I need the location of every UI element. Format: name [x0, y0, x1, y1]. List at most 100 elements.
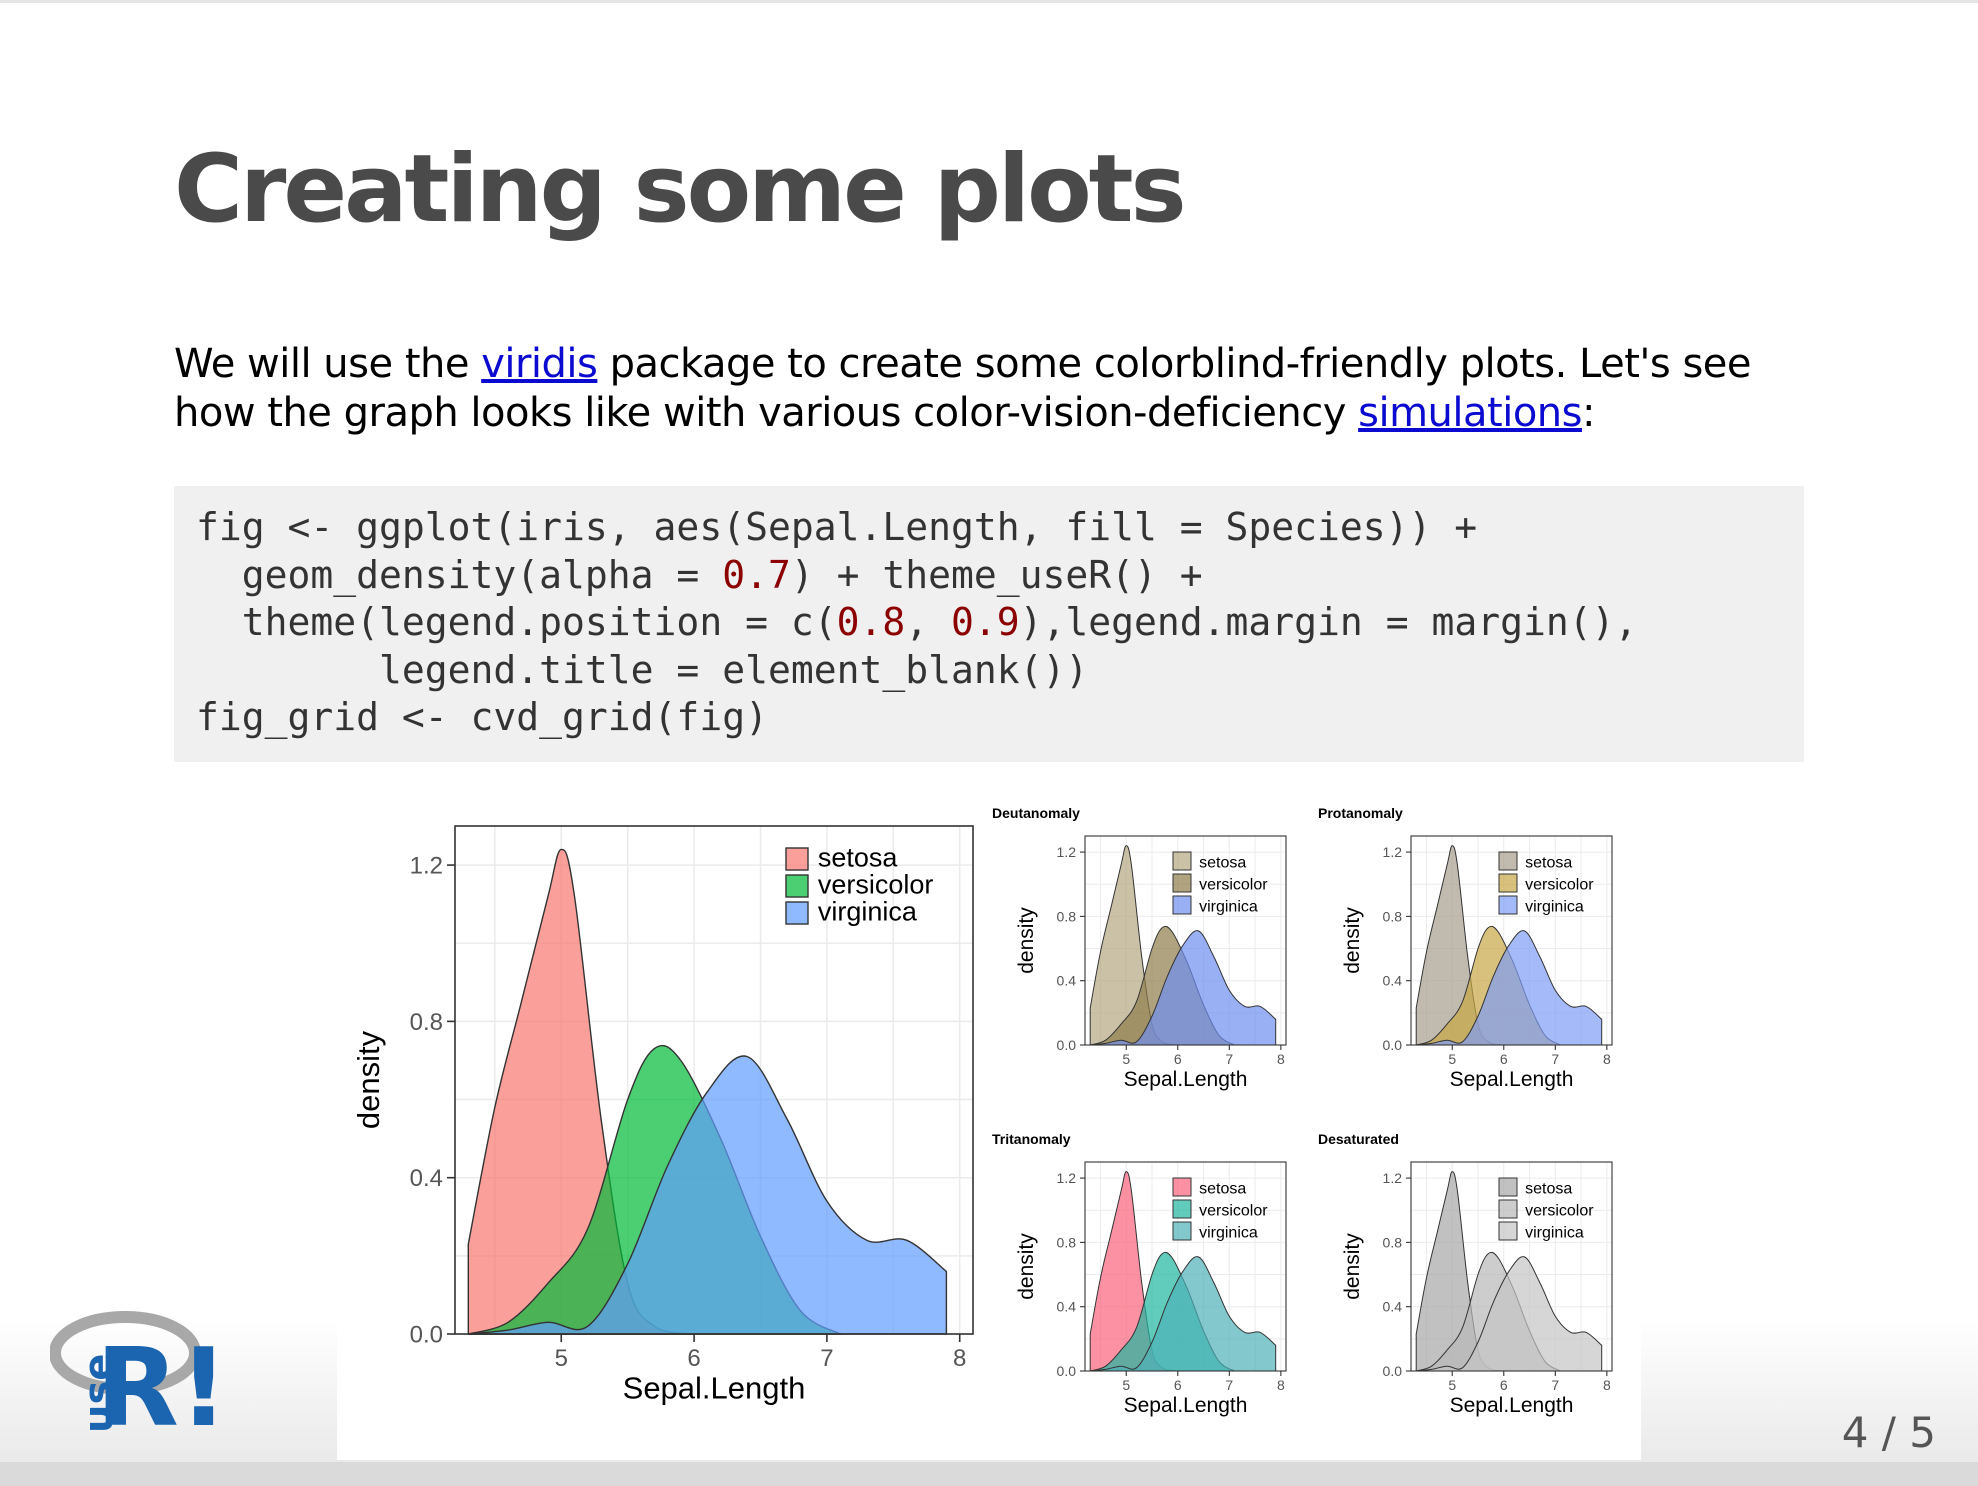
y-tick-label: 0.4 — [1383, 973, 1403, 989]
user-logo: R! use — [49, 1305, 230, 1451]
plot-border — [1084, 835, 1287, 1046]
legend-label: versicolor — [1525, 1202, 1594, 1219]
panel-title: Protanomaly — [1318, 805, 1403, 821]
y-axis-label: density — [1015, 1233, 1038, 1300]
legend-label: virginica — [1525, 898, 1584, 915]
legend-label: virginica — [1199, 1224, 1258, 1241]
y-axis-label: density — [1015, 907, 1038, 974]
x-tick-label: 8 — [1603, 1051, 1611, 1067]
legend-key — [1172, 1177, 1192, 1197]
plot-border — [1410, 1161, 1613, 1372]
density-area-virginica — [1416, 930, 1603, 1046]
y-tick-label: 0.8 — [1383, 1234, 1403, 1250]
code-number: 0.8 — [836, 600, 906, 644]
x-tick-label: 7 — [1225, 1051, 1233, 1067]
panel-title: Tritanomaly — [992, 1131, 1071, 1147]
cvd-chart-desaturated: 0.0 0.4 0.8 1.2 5 6 7 8 Sepal.Length density Desat… — [1318, 1131, 1613, 1417]
x-tick-label: 8 — [953, 1345, 966, 1372]
legend-key — [1172, 895, 1192, 915]
x-axis-label: Sepal.Length — [1450, 1068, 1574, 1091]
legend-key — [1498, 1177, 1518, 1197]
panel-title: Deutanomaly — [992, 805, 1080, 821]
y-tick-label: 0.4 — [410, 1165, 443, 1192]
x-tick-label: 5 — [1448, 1377, 1456, 1393]
legend-key — [1172, 873, 1192, 893]
x-tick-label: 7 — [1551, 1377, 1559, 1393]
viridis-link[interactable]: viridis — [481, 341, 598, 387]
y-tick-label: 0.4 — [1383, 1299, 1403, 1315]
density-area-virginica — [1090, 1256, 1277, 1372]
code-block: fig <- ggplot(iris, aes(Sepal.Length, fi… — [174, 486, 1804, 762]
legend-key — [785, 847, 809, 871]
main-chart: 0.0 0.4 0.8 1.2 5 6 7 8 Sepal.Length density setos… — [351, 825, 974, 1406]
x-tick-label: 7 — [820, 1345, 833, 1372]
x-tick-label: 5 — [1122, 1051, 1130, 1067]
x-tick-label: 6 — [1174, 1051, 1182, 1067]
y-tick-label: 0.4 — [1057, 973, 1077, 989]
panel-title: Desaturated — [1318, 1131, 1399, 1147]
y-tick-label: 0.0 — [410, 1321, 443, 1348]
slide-title: Creating some plots — [174, 135, 1187, 244]
density-area-virginica — [468, 1055, 948, 1335]
x-tick-label: 8 — [1277, 1051, 1285, 1067]
code-number: 0.7 — [722, 552, 791, 597]
x-axis-label: Sepal.Length — [1124, 1394, 1248, 1417]
paragraph-text-1: We will use the — [174, 341, 482, 387]
svg-text:R!: R! — [96, 1326, 228, 1435]
code-line-4: legend.title = element_blank()) — [196, 647, 1089, 692]
x-tick-label: 8 — [1277, 1377, 1285, 1393]
legend-key — [1498, 1221, 1518, 1241]
y-axis-label: density — [351, 1030, 386, 1129]
user-logo-icon: R! use — [49, 1311, 228, 1451]
code-line-2a: geom_density(alpha = — [196, 552, 723, 597]
code-line-3sep: , — [905, 600, 951, 644]
y-tick-label: 0.0 — [1057, 1363, 1077, 1379]
code-line-5: fig_grid <- cvd_grid(fig) — [196, 695, 768, 739]
footer-bar — [0, 1462, 1978, 1486]
legend-key — [1172, 851, 1192, 871]
x-tick-label: 6 — [1500, 1051, 1508, 1067]
plot-border — [1410, 835, 1613, 1046]
y-tick-label: 0.8 — [1383, 908, 1403, 924]
y-tick-label: 0.0 — [1383, 1037, 1403, 1053]
legend-key — [1172, 1199, 1192, 1219]
plot-border — [454, 825, 974, 1335]
y-tick-label: 1.2 — [410, 852, 443, 879]
density-charts-svg: 0.0 0.4 0.8 1.2 5 6 7 8 Sepal.Length density setos… — [351, 805, 1613, 1417]
legend-label: setosa — [1199, 1180, 1246, 1197]
code-line-2b: ) + theme_useR() + — [790, 552, 1203, 597]
density-figure: 0.0 0.4 0.8 1.2 5 6 7 8 Sepal.Length density setos… — [337, 790, 1641, 1460]
x-tick-label: 7 — [1225, 1377, 1233, 1393]
legend-key — [785, 901, 809, 925]
y-tick-label: 0.0 — [1057, 1037, 1077, 1053]
legend-label: virginica — [1525, 1224, 1584, 1241]
paragraph-text-3: : — [1581, 390, 1595, 436]
legend-key — [1498, 895, 1518, 915]
density-area-virginica — [1416, 1256, 1603, 1372]
x-tick-label: 7 — [1551, 1051, 1559, 1067]
y-tick-label: 1.2 — [1057, 1170, 1077, 1186]
x-tick-label: 5 — [555, 1345, 568, 1372]
x-axis-label: Sepal.Length — [623, 1371, 806, 1406]
legend-label: versicolor — [818, 870, 934, 900]
legend-key — [1498, 873, 1518, 893]
y-tick-label: 0.8 — [1057, 908, 1077, 924]
legend-label: setosa — [1525, 1180, 1572, 1197]
cvd-chart-protanomaly: 0.0 0.4 0.8 1.2 5 6 7 8 Sepal.Length density Prota… — [1318, 805, 1613, 1091]
legend-label: setosa — [1525, 854, 1572, 871]
x-axis-label: Sepal.Length — [1124, 1068, 1248, 1091]
code-line-3b: ),legend.margin = margin(), — [1019, 600, 1638, 644]
x-tick-label: 6 — [1500, 1377, 1508, 1393]
cvd-chart-deutanomaly: 0.0 0.4 0.8 1.2 5 6 7 8 Sepal.Length density Deuta… — [992, 805, 1287, 1091]
simulations-link[interactable]: simulations — [1358, 390, 1582, 436]
legend-label: versicolor — [1199, 1202, 1268, 1219]
code-number: 0.9 — [951, 600, 1020, 644]
page-number: 4 / 5 — [1841, 1408, 1936, 1457]
y-tick-label: 1.2 — [1383, 1170, 1403, 1186]
y-tick-label: 1.2 — [1057, 844, 1077, 860]
x-tick-label: 5 — [1122, 1377, 1130, 1393]
y-tick-label: 0.8 — [1057, 1234, 1077, 1250]
plot-border — [1084, 1161, 1287, 1372]
code-line-1: fig <- ggplot(iris, aes(Sepal.Length, fi… — [196, 505, 1478, 549]
density-area-virginica — [1090, 930, 1277, 1046]
